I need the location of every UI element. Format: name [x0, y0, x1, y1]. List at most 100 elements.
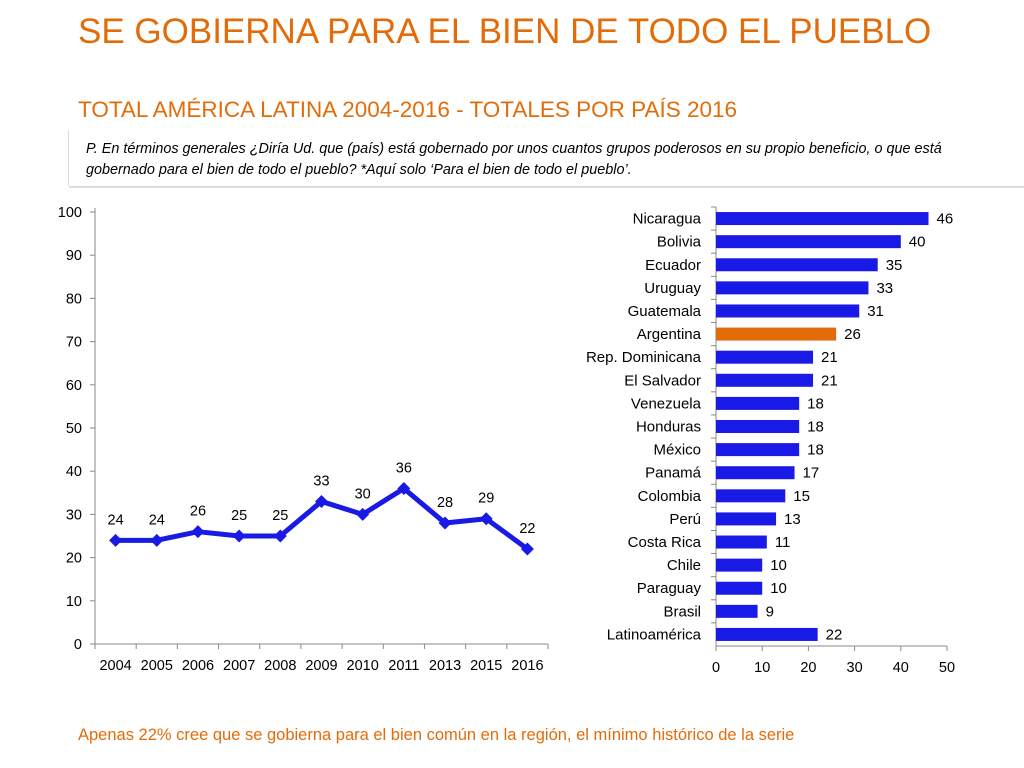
bar-x-tick-label: 30 [847, 660, 863, 676]
bar-value-label: 9 [766, 603, 774, 620]
bar-category-label: Colombia [638, 488, 702, 505]
data-label: 33 [313, 473, 329, 489]
page-title: SE GOBIERNA PARA EL BIEN DE TODO EL PUEB… [78, 12, 932, 51]
bar [716, 604, 758, 618]
data-label: 30 [355, 486, 371, 502]
bar [716, 627, 818, 641]
data-point [356, 507, 370, 521]
data-point [479, 512, 493, 526]
bar-category-label: Chile [667, 557, 701, 574]
data-point [315, 494, 328, 508]
data-label: 25 [231, 508, 247, 524]
bar [716, 558, 763, 572]
bar [716, 489, 786, 503]
data-label: 22 [519, 521, 535, 537]
data-label: 36 [396, 460, 412, 476]
bar [716, 535, 767, 549]
bar-category-label: Costa Rica [628, 534, 702, 551]
x-tick-label: 2008 [264, 658, 296, 674]
y-tick-label: 0 [74, 637, 82, 653]
data-point [397, 481, 411, 495]
bar-x-tick-label: 0 [712, 660, 720, 676]
x-tick-label: 2016 [511, 658, 543, 674]
bar-value-label: 22 [826, 626, 843, 643]
bar-value-label: 11 [775, 534, 791, 551]
bar [716, 396, 800, 410]
data-point [150, 533, 164, 547]
data-label: 24 [108, 512, 124, 528]
divider [69, 186, 1024, 188]
data-point [273, 529, 287, 543]
bar-value-label: 17 [803, 465, 820, 482]
bar-category-label: Nicaragua [633, 211, 702, 228]
x-tick-label: 2007 [223, 658, 255, 674]
data-label: 25 [272, 508, 288, 524]
x-tick-label: 2009 [305, 658, 337, 674]
x-tick-label: 2011 [388, 658, 419, 674]
bar [716, 373, 814, 387]
bar-category-label: Brasil [663, 603, 701, 620]
bar [716, 235, 901, 249]
bar-x-tick-label: 50 [939, 660, 955, 676]
y-tick-label: 80 [66, 291, 82, 307]
bar [716, 350, 814, 364]
bar-value-label: 18 [807, 442, 824, 459]
y-tick-label: 40 [66, 464, 82, 480]
x-tick-label: 2005 [141, 658, 173, 674]
bar-value-label: 21 [821, 372, 838, 389]
data-label: 28 [437, 495, 453, 511]
data-label: 26 [190, 504, 206, 520]
bar-category-label: El Salvador [624, 372, 701, 389]
bar-category-label: Guatemala [628, 303, 702, 320]
bar-x-tick-label: 40 [893, 660, 909, 676]
bar-category-label: Latinoamérica [607, 626, 702, 643]
bar-category-label: México [653, 442, 701, 459]
bar [716, 258, 878, 272]
footer-note: Apenas 22% cree que se gobierna para el … [78, 726, 795, 744]
bar-x-tick-label: 10 [754, 660, 770, 676]
bar [716, 212, 929, 226]
bar-category-label: Paraguay [637, 580, 702, 597]
data-point [438, 516, 452, 530]
bar-value-label: 31 [867, 303, 884, 320]
bar-value-label: 13 [784, 511, 801, 528]
bar-category-label: Venezuela [631, 395, 702, 412]
bar-value-label: 46 [937, 211, 954, 228]
data-label: 29 [478, 491, 494, 507]
bar-category-label: Bolivia [657, 234, 702, 251]
bar-category-label: Ecuador [645, 257, 701, 274]
bar-category-label: Rep. Dominicana [586, 349, 702, 366]
bar [716, 443, 800, 457]
x-tick-label: 2015 [470, 658, 502, 674]
x-tick-label: 2004 [99, 658, 131, 674]
y-tick-label: 100 [58, 205, 82, 221]
y-tick-label: 60 [66, 378, 82, 394]
bar-category-label: Argentina [637, 326, 702, 343]
bar [716, 281, 869, 295]
bar-value-label: 18 [807, 419, 824, 436]
data-point [232, 529, 246, 543]
bar [716, 327, 837, 341]
x-tick-label: 2013 [429, 658, 461, 674]
data-label: 24 [149, 512, 165, 528]
bar-value-label: 10 [770, 557, 787, 574]
bar-value-label: 15 [793, 488, 810, 505]
survey-question: P. En términos generales ¿Diría Ud. que … [86, 141, 942, 178]
bar-value-label: 21 [821, 349, 838, 366]
bar [716, 581, 763, 595]
bar-value-label: 10 [770, 580, 787, 597]
data-point [191, 525, 205, 539]
bar-value-label: 33 [876, 280, 893, 297]
bar [716, 420, 800, 433]
y-tick-label: 50 [66, 421, 82, 437]
bar-category-label: Honduras [636, 419, 701, 436]
bar-x-tick-label: 20 [800, 660, 816, 676]
y-tick-label: 30 [66, 507, 82, 523]
y-tick-label: 10 [66, 594, 82, 610]
data-point [520, 542, 534, 556]
question-box [68, 130, 1024, 188]
bar-category-label: Perú [669, 511, 701, 528]
data-point [109, 533, 123, 547]
